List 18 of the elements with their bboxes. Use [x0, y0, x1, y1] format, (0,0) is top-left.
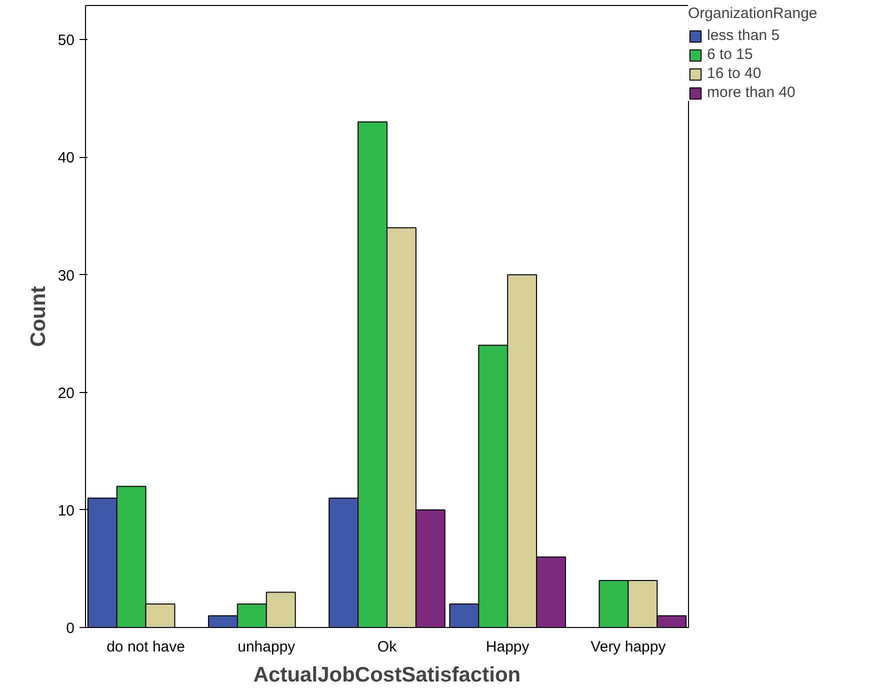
legend-label: more than 40 — [707, 84, 796, 101]
x-axis-title: ActualJobCostSatisfaction — [253, 664, 521, 686]
legend-label: 6 to 15 — [707, 46, 753, 63]
legend-title: OrganizationRange — [688, 5, 818, 22]
x-tick-label: Ok — [377, 638, 398, 656]
y-tick-label: 50 — [58, 32, 75, 50]
x-tick-label: do not have — [106, 638, 186, 656]
y-tick-label: 20 — [58, 384, 75, 402]
legend-label: less than 5 — [707, 27, 780, 44]
y-tick-label: 10 — [58, 502, 75, 520]
x-tick-label: unhappy — [238, 638, 296, 656]
y-axis-title: Count — [26, 286, 50, 347]
y-tick-label: 0 — [66, 620, 74, 637]
y-tick-label: 40 — [58, 150, 75, 167]
y-tick-label: 30 — [58, 267, 75, 284]
x-tick-label: Very happy — [590, 638, 666, 656]
legend-label: 16 to 40 — [707, 65, 762, 82]
x-tick-label: Happy — [486, 638, 530, 656]
